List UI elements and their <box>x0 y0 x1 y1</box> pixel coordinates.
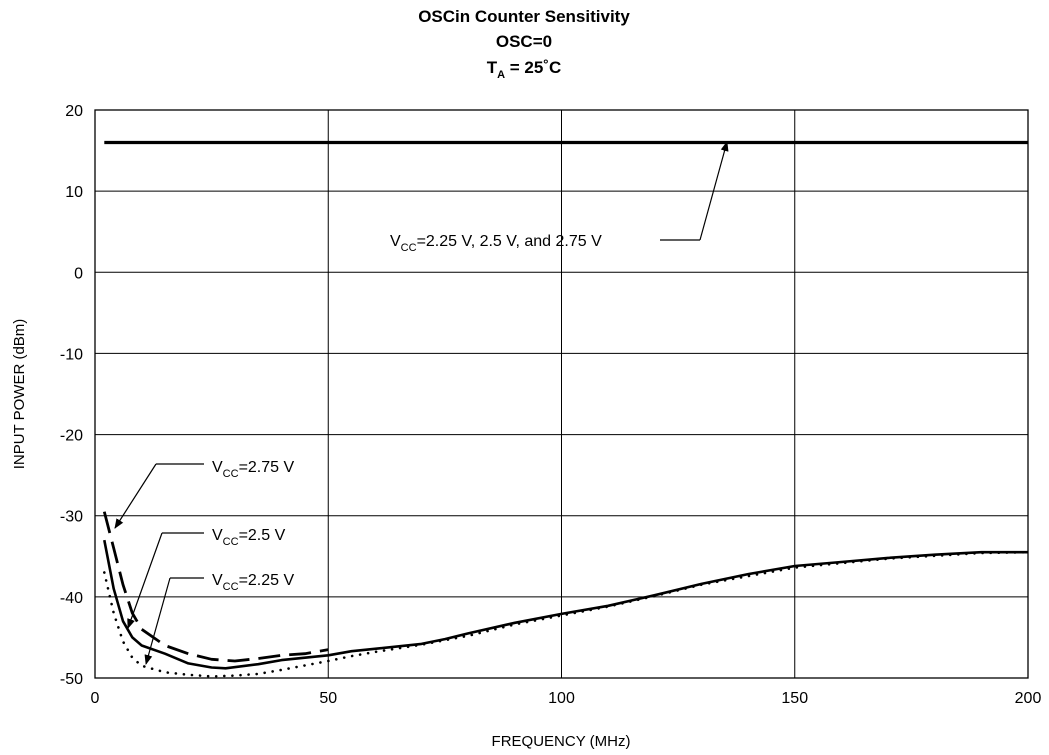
y-tick-label: -50 <box>60 671 83 688</box>
x-tick-label: 50 <box>319 690 337 707</box>
annotation-all-vcc-arrow <box>699 141 729 241</box>
y-tick-label: -40 <box>60 590 83 607</box>
chart-title-line-1: OSCin Counter Sensitivity <box>418 7 630 26</box>
x-axis-label: FREQUENCY (MHz) <box>492 733 631 750</box>
annotation-vcc-2-5-label: VCC=2.5 V <box>212 527 286 548</box>
title-temp-rest: = 25˚C <box>505 58 561 77</box>
x-tick-label: 0 <box>91 690 100 707</box>
x-tick-label: 100 <box>548 690 575 707</box>
annot-0-rest: =2.25 V, 2.5 V, and 2.75 V <box>417 233 603 250</box>
y-tick-labels: -50 -40 -30 -20 -10 0 10 20 <box>60 103 83 688</box>
series-line-1 <box>102 511 329 663</box>
title-temp-main: T <box>487 58 498 77</box>
y-tick-label: 20 <box>65 103 83 120</box>
annotation-vcc-2-25-label: VCC=2.25 V <box>212 572 294 593</box>
annot-3-rest: =2.25 V <box>239 572 295 589</box>
annotation-vcc-2-75-label: VCC=2.75 V <box>212 459 294 480</box>
x-tick-label: 150 <box>781 690 808 707</box>
title-temp-sub: A <box>497 69 505 81</box>
annotation-vcc-2-75-arrow <box>114 463 157 529</box>
y-tick-label: -10 <box>60 346 83 363</box>
annot-2-main: V <box>212 527 223 544</box>
series-line-2 <box>103 539 1028 670</box>
annot-0-main: V <box>390 233 401 250</box>
x-tick-label: 200 <box>1015 690 1042 707</box>
annot-1-main: V <box>212 459 223 476</box>
annotation-vcc-2-75: VCC=2.75 V <box>114 459 294 529</box>
series-group <box>102 140 1030 678</box>
y-tick-label: -20 <box>60 428 83 445</box>
annotation-vcc-2-5-arrow <box>127 532 163 629</box>
x-tick-labels: 0 50 100 150 200 <box>91 690 1042 707</box>
annotation-all-vcc-label: VCC=2.25 V, 2.5 V, and 2.75 V <box>390 233 602 254</box>
annot-1-sub: CC <box>223 468 239 480</box>
chart-title-line-2: OSC=0 <box>496 32 552 51</box>
annot-2-rest: =2.5 V <box>239 527 286 544</box>
annot-3-sub: CC <box>223 581 239 593</box>
annot-0-sub: CC <box>401 242 417 254</box>
annotation-vcc-2-25-arrow <box>144 577 171 665</box>
annot-1-rest: =2.75 V <box>239 459 295 476</box>
annotation-vcc-2-5: VCC=2.5 V <box>127 527 286 629</box>
y-tick-label: -30 <box>60 509 83 526</box>
y-axis-label: INPUT POWER (dBm) <box>11 319 28 470</box>
y-tick-label: 10 <box>65 184 83 201</box>
chart-title-line-3: TA = 25˚C <box>487 58 562 81</box>
annotation-all-vcc: VCC=2.25 V, 2.5 V, and 2.75 V <box>390 141 729 254</box>
annotation-vcc-2-25: VCC=2.25 V <box>144 572 294 665</box>
annot-2-sub: CC <box>223 536 239 548</box>
y-tick-label: 0 <box>74 265 83 282</box>
plot-frame <box>94 109 1029 679</box>
annot-3-main: V <box>212 572 223 589</box>
